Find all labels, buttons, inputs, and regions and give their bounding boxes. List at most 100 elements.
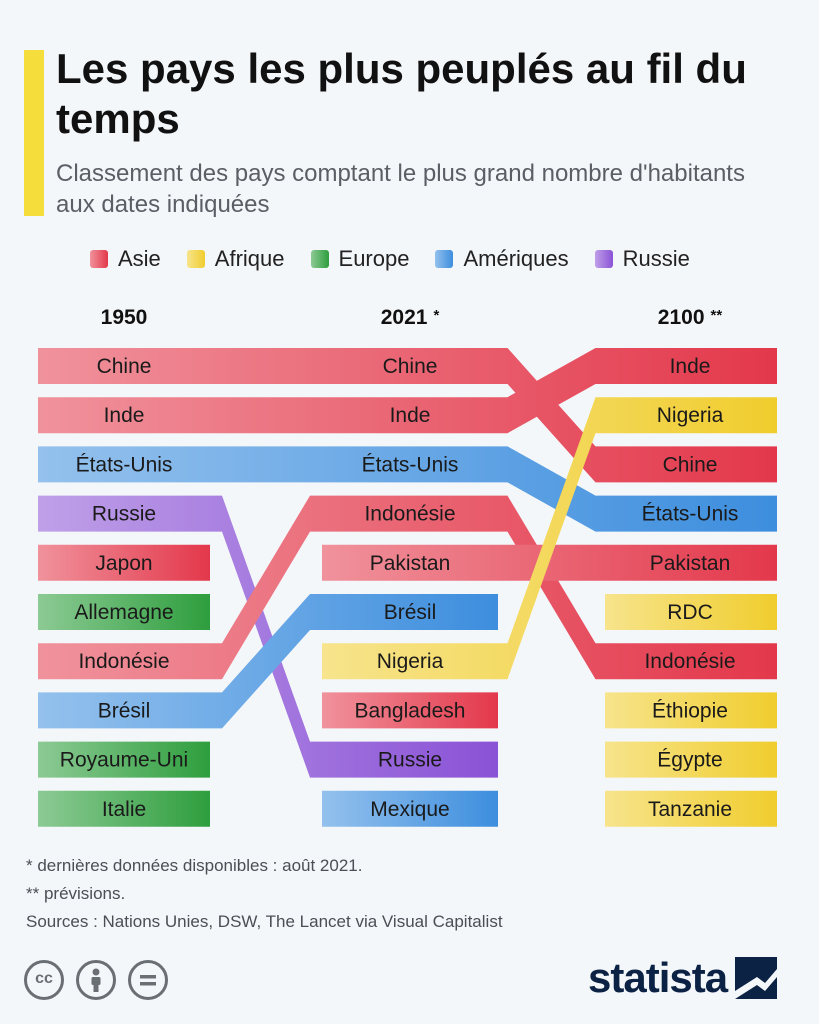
ribbon-shape [38,741,210,778]
column-header-1950: 1950 [101,306,148,329]
label-russie-1950: Russie [92,503,156,526]
ribbon-shape [38,790,210,827]
ribbon-chine: Chine Chine Chine [38,348,777,483]
label-nigeria-2021: Nigeria [377,650,444,673]
ribbon-shape [322,544,777,581]
ribbon-inde: Inde Inde Inde [38,348,777,434]
label-indonesie-2100: Indonésie [644,650,735,673]
attribution-icon [76,960,116,1000]
ribbon-tanzanie: Tanzanie [605,790,777,827]
ribbon-shape [38,446,777,532]
ribbon-indonesie: Indonésie Indonésie Indonésie [38,495,777,680]
legend-label: Russie [622,246,690,271]
accent-bar [24,50,44,216]
label-chine-1950: Chine [97,355,152,378]
label-egypte-2100: Égypte [657,749,722,772]
ribbon-royaume-uni: Royaume-Uni [38,741,210,778]
ribbon-italie: Italie [38,790,210,827]
ribbon-etats-unis: États-Unis États-Unis États-Unis [38,446,777,532]
ribbon-shape [38,495,777,680]
label-inde-2021: Inde [390,404,431,427]
label-etats-unis-2100: États-Unis [642,503,739,526]
label-etats-unis-1950: États-Unis [76,453,173,476]
footnotes: * dernières données disponibles : août 2… [26,852,503,936]
ribbon-rdc: RDC [605,594,777,630]
column-header-2100: 2100 ** [658,306,723,329]
label-allemagne-1950: Allemagne [74,601,173,624]
label-indonesie-1950: Indonésie [78,650,169,673]
page-title: Les pays les plus peuplés au fil du temp… [56,45,747,142]
ribbon-allemagne: Allemagne [38,594,210,630]
legend-label: Europe [338,246,410,271]
label-etats-unis-2021: États-Unis [362,453,459,476]
legend-item-russie: Russie [594,246,690,272]
legend-swatch [90,250,108,268]
label-bangladesh-2021: Bangladesh [355,699,466,722]
legend-label: Asie [118,246,161,271]
creative-commons-icon: cc [24,960,64,1000]
label-russie-2021: Russie [378,749,442,772]
legend-item-europe: Europe [310,246,410,272]
legend-label: Afrique [214,246,285,271]
ribbon-pakistan: Pakistan Pakistan [322,544,777,581]
label-japon-1950: Japon [95,552,152,575]
ribbon-nigeria: Nigeria Nigeria [322,397,777,680]
legend-item-ameriques: Amériques [435,246,569,272]
label-inde-1950: Inde [104,404,145,427]
label-chine-2021: Chine [383,355,438,378]
label-bresil-2021: Brésil [384,601,437,624]
label-pakistan-2021: Pakistan [370,552,451,575]
ribbon-shape [605,790,777,827]
ribbon-shape [38,348,777,483]
license-icons: cc [24,960,180,1000]
ribbon-shape [605,692,777,729]
legend-swatch [186,250,205,268]
ribbon-shape [322,692,498,729]
statista-wordmark: statista [588,954,728,1001]
label-ethiopie-2100: Éthiopie [652,699,728,722]
ribbon-shape [605,594,777,630]
label-pakistan-2100: Pakistan [650,552,731,575]
label-tanzanie-2100: Tanzanie [648,798,732,821]
legend-item-afrique: Afrique [186,246,285,272]
label-nigeria-2100: Nigeria [657,404,724,427]
sources-line: Sources : Nations Unies, DSW, The Lancet… [26,912,503,931]
footnote-forecast: ** prévisions. [26,884,126,903]
ribbon-bresil: Brésil Brésil [38,594,498,729]
legend-swatch [310,250,329,268]
ribbon-shape [322,397,777,680]
ribbon-shape [38,544,210,581]
label-inde-2100: Inde [670,355,711,378]
ribbon-shape [605,741,777,778]
ribbon-shape [322,790,498,827]
label-mexique-2021: Mexique [370,798,449,821]
chart-legend: Asie Afrique Europe Amériques Russie [90,244,716,274]
footnote-latest-data: * dernières données disponibles : août 2… [26,856,363,875]
page-subtitle: Classement des pays comptant le plus gra… [56,160,745,218]
ribbon-shape [38,495,498,778]
statista-mark-icon [735,957,778,999]
column-header-2021: 2021 * [381,306,440,329]
ribbon-bangladesh: Bangladesh [322,692,498,729]
statista-logo: statista [588,954,778,1002]
ribbon-ethiopie: Éthiopie [605,692,777,729]
ribbon-shape [38,348,777,434]
ribbon-egypte: Égypte [605,741,777,778]
label-royaume-uni-1950: Royaume-Uni [60,749,188,772]
ribbon-shape [38,594,210,630]
ribbon-mexique: Mexique [322,790,498,827]
ribbon-shape [38,594,498,729]
legend-item-asie: Asie [90,246,161,272]
no-derivatives-icon [128,960,168,1000]
label-chine-2100: Chine [663,453,718,476]
label-bresil-1950: Brésil [98,699,151,722]
label-italie-1950: Italie [102,798,146,821]
ribbon-japon: Japon [38,544,210,581]
legend-swatch [594,250,613,268]
ribbon-russie: Russie Russie [38,495,498,778]
label-rdc-2100: RDC [667,601,713,624]
legend-label: Amériques [463,246,569,271]
legend-swatch [435,250,454,268]
label-indonesie-2021: Indonésie [364,503,455,526]
